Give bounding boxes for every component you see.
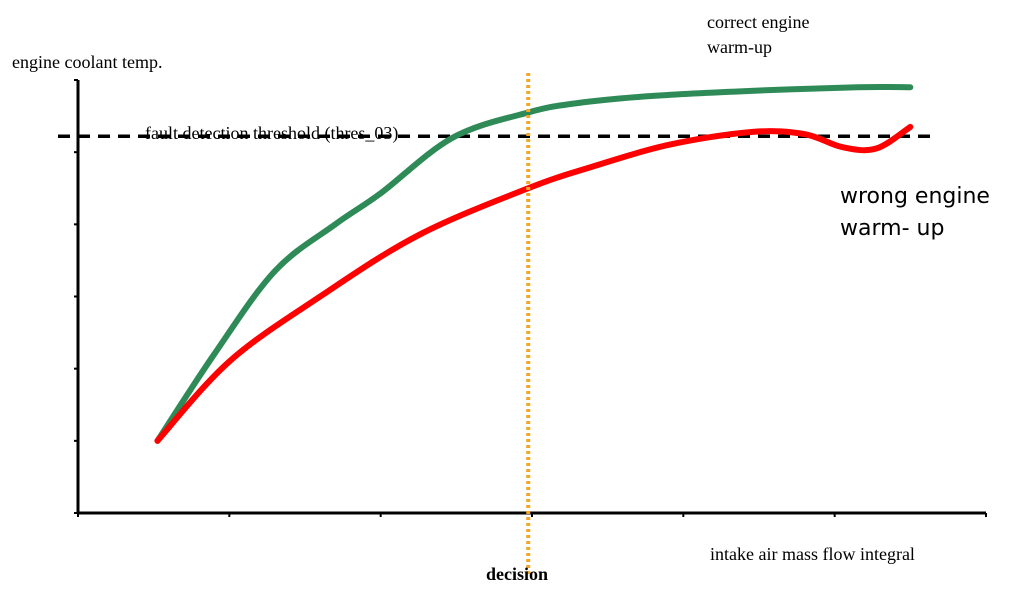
series-group	[154, 83, 914, 444]
wrong-warmup-label-line1: wrong engine	[840, 184, 990, 209]
threshold-label: fault detection threshold (thres_03)	[145, 123, 398, 144]
y-ticks	[74, 79, 78, 514]
correct-warmup-line	[154, 83, 914, 444]
y-axis-label: engine coolant temp.	[12, 52, 162, 72]
axes	[74, 79, 987, 517]
wrong-warmup-line	[154, 123, 914, 444]
x-axis-label: intake air mass flow integral	[710, 544, 915, 564]
correct-warmup-label-line1: correct engine	[707, 12, 809, 32]
decision-label: decision	[486, 564, 548, 584]
correct-warmup-label-line2: warm-up	[707, 37, 772, 57]
x-ticks	[77, 513, 987, 517]
wrong-warmup-label-line2: warm- up	[840, 216, 944, 241]
